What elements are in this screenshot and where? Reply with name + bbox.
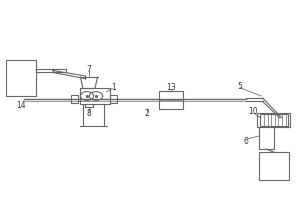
Text: 8: 8 [86, 108, 91, 117]
Bar [6, 60, 36, 96]
Text: 1: 1 [112, 83, 116, 92]
Bar [257, 113, 290, 127]
Bar [70, 95, 78, 103]
Text: 14: 14 [16, 102, 26, 110]
Bar [110, 95, 117, 103]
Bar [259, 152, 289, 180]
Bar [80, 88, 110, 104]
Text: 6: 6 [244, 136, 248, 146]
Text: 7: 7 [86, 64, 91, 73]
Text: 13: 13 [166, 83, 176, 92]
Text: 10: 10 [249, 108, 258, 116]
Text: 2: 2 [145, 108, 149, 117]
Text: 5: 5 [238, 82, 242, 90]
Bar [259, 127, 274, 149]
Bar [159, 91, 183, 109]
Bar [260, 114, 288, 126]
